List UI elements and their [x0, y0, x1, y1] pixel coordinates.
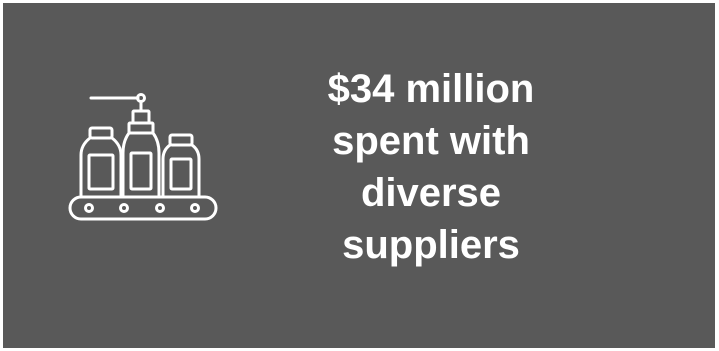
stat-line-4: suppliers [342, 223, 520, 267]
stat-line-3: diverse [360, 171, 502, 215]
stat-card: $34 million spent with diverse suppliers [3, 3, 715, 348]
stat-text: $34 million spent with diverse suppliers [271, 63, 591, 271]
stat-line-2: spent with [332, 119, 530, 163]
bottling-conveyor-icon [63, 87, 223, 227]
stat-line-amount: $34 million [327, 67, 535, 111]
